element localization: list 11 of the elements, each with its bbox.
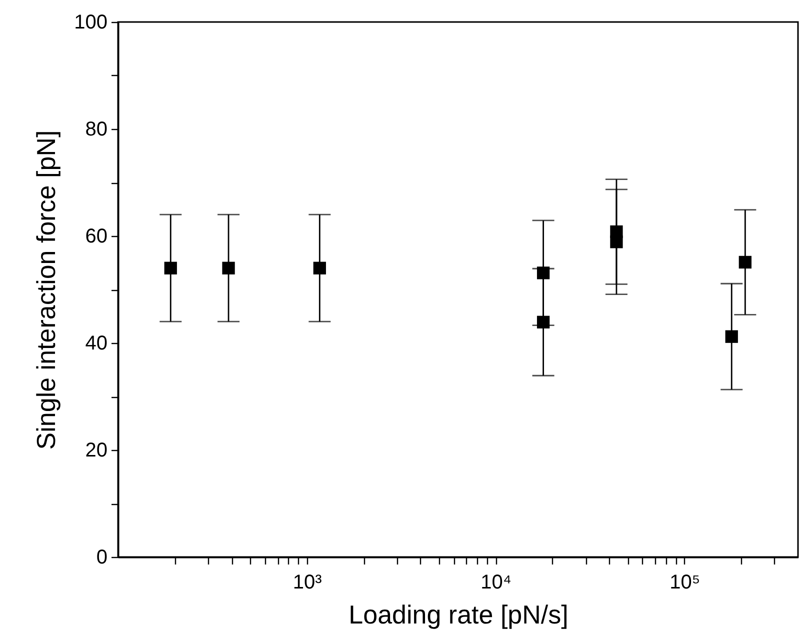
- y-tick-label: 40: [85, 332, 108, 354]
- x-tick-label: 10⁴: [480, 572, 512, 594]
- y-tick-label: 100: [74, 12, 108, 34]
- y-tick-label: 0: [96, 546, 108, 568]
- x-tick-label: 10³: [292, 572, 322, 594]
- y-tick-label: 20: [85, 440, 108, 462]
- y-axis-title: Single interaction force [pN]: [31, 130, 62, 450]
- y-tick-label: 80: [85, 118, 108, 140]
- x-tick-label: 10⁵: [670, 572, 700, 594]
- x-axis-title: Loading rate [pN/s]: [348, 600, 568, 630]
- y-tick-label: 60: [85, 226, 108, 248]
